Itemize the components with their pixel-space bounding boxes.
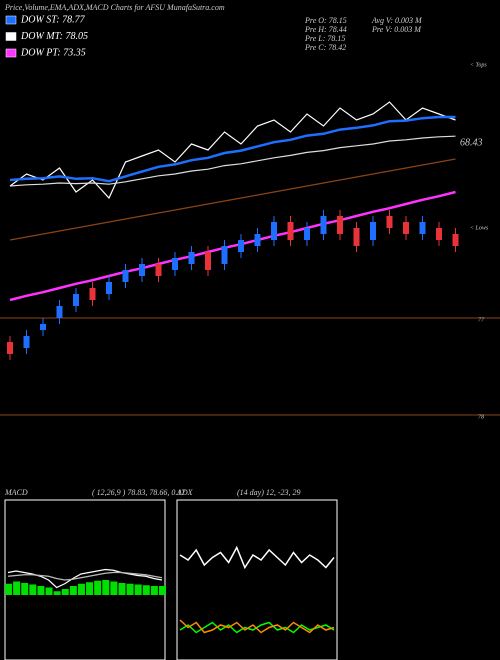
series-line <box>9 135 456 187</box>
stat: Pre O: 78.15 <box>304 16 347 25</box>
candle-body <box>452 234 459 246</box>
candle-body <box>122 270 129 282</box>
legend-label: DOW MT: 78.05 <box>20 31 88 42</box>
macd-bar <box>110 581 118 595</box>
candle-body <box>353 228 360 246</box>
stat: Pre V: 0.003 M <box>371 25 422 34</box>
macd-bar <box>5 583 12 595</box>
macd-bar <box>53 591 61 595</box>
series-line <box>9 101 456 200</box>
candle-body <box>254 234 261 246</box>
chart-title: Price,Volume,EMA,ADX,MACD Charts for AFS… <box>4 3 225 12</box>
series-line <box>9 158 456 241</box>
adx-label: ADX <box>176 488 194 497</box>
adx-panel <box>176 499 338 660</box>
candle-body <box>205 252 211 270</box>
legend-swatch <box>5 15 17 25</box>
stat: Pre C: 78.42 <box>304 43 346 52</box>
series-line <box>9 190 456 302</box>
macd-bar <box>45 587 53 595</box>
macd-bar <box>134 584 142 595</box>
macd-bar <box>21 583 29 595</box>
macd-label: MACD <box>4 488 28 497</box>
macd-bar <box>118 583 126 595</box>
candle-body <box>188 252 195 264</box>
macd-params: ( 12,26,9 ) 78.83, 78.66, 0.17 <box>92 488 186 497</box>
legend-label: DOW ST: 78.77 <box>20 14 86 25</box>
candle-body <box>221 246 228 264</box>
candle-body <box>320 216 327 234</box>
candle-body <box>155 264 162 276</box>
candle-body <box>172 258 178 270</box>
last-price: 68.43 <box>460 137 483 148</box>
candle-body <box>23 336 30 348</box>
macd-bar <box>150 586 158 595</box>
tops-label: < Tops <box>470 62 487 68</box>
level-label: 77 <box>478 317 485 323</box>
macd-bar <box>126 583 134 595</box>
adx-params: (14 day) 12, -23, 29 <box>237 488 301 497</box>
level-label: 78 <box>478 414 484 420</box>
candle-body <box>419 222 426 234</box>
candle-body <box>304 228 310 240</box>
stat: Avg V: 0.003 M <box>371 16 423 25</box>
macd-bar <box>69 586 77 595</box>
macd-bar <box>159 586 166 595</box>
series-line <box>7 571 163 581</box>
macd-bar <box>77 583 85 595</box>
stat: Pre H: 78.44 <box>304 25 347 34</box>
macd-bar <box>142 585 150 595</box>
candle-body <box>139 264 145 276</box>
candle-body <box>271 222 277 240</box>
macd-bar <box>29 584 37 595</box>
macd-bar <box>61 589 69 595</box>
legend-swatch <box>5 48 17 58</box>
candle-body <box>40 324 46 330</box>
candle-body <box>7 342 13 354</box>
series-line <box>179 619 335 634</box>
candle-body <box>370 222 376 240</box>
candle-body <box>287 222 294 240</box>
series-line <box>179 621 335 634</box>
candle-body <box>89 288 96 300</box>
candle-body <box>337 216 343 234</box>
candle-body <box>106 282 112 294</box>
macd-panel <box>4 499 166 660</box>
macd-bar <box>94 580 102 595</box>
legend-label: DOW PT: 73.35 <box>20 47 86 58</box>
candle-body <box>56 306 63 318</box>
macd-bar <box>86 582 94 595</box>
series-line <box>179 545 335 570</box>
macd-bar <box>13 581 21 595</box>
candle-body <box>386 216 393 228</box>
candle-body <box>436 228 442 240</box>
candle-body <box>73 294 79 306</box>
candle-body <box>238 240 244 252</box>
series-line <box>9 115 456 183</box>
macd-bar <box>37 586 45 595</box>
stat: Pre L: 78.15 <box>304 34 345 43</box>
macd-bar <box>102 580 110 595</box>
legend-swatch <box>5 32 17 41</box>
candle-body <box>403 222 409 234</box>
lows-label: < Lows <box>470 225 489 231</box>
